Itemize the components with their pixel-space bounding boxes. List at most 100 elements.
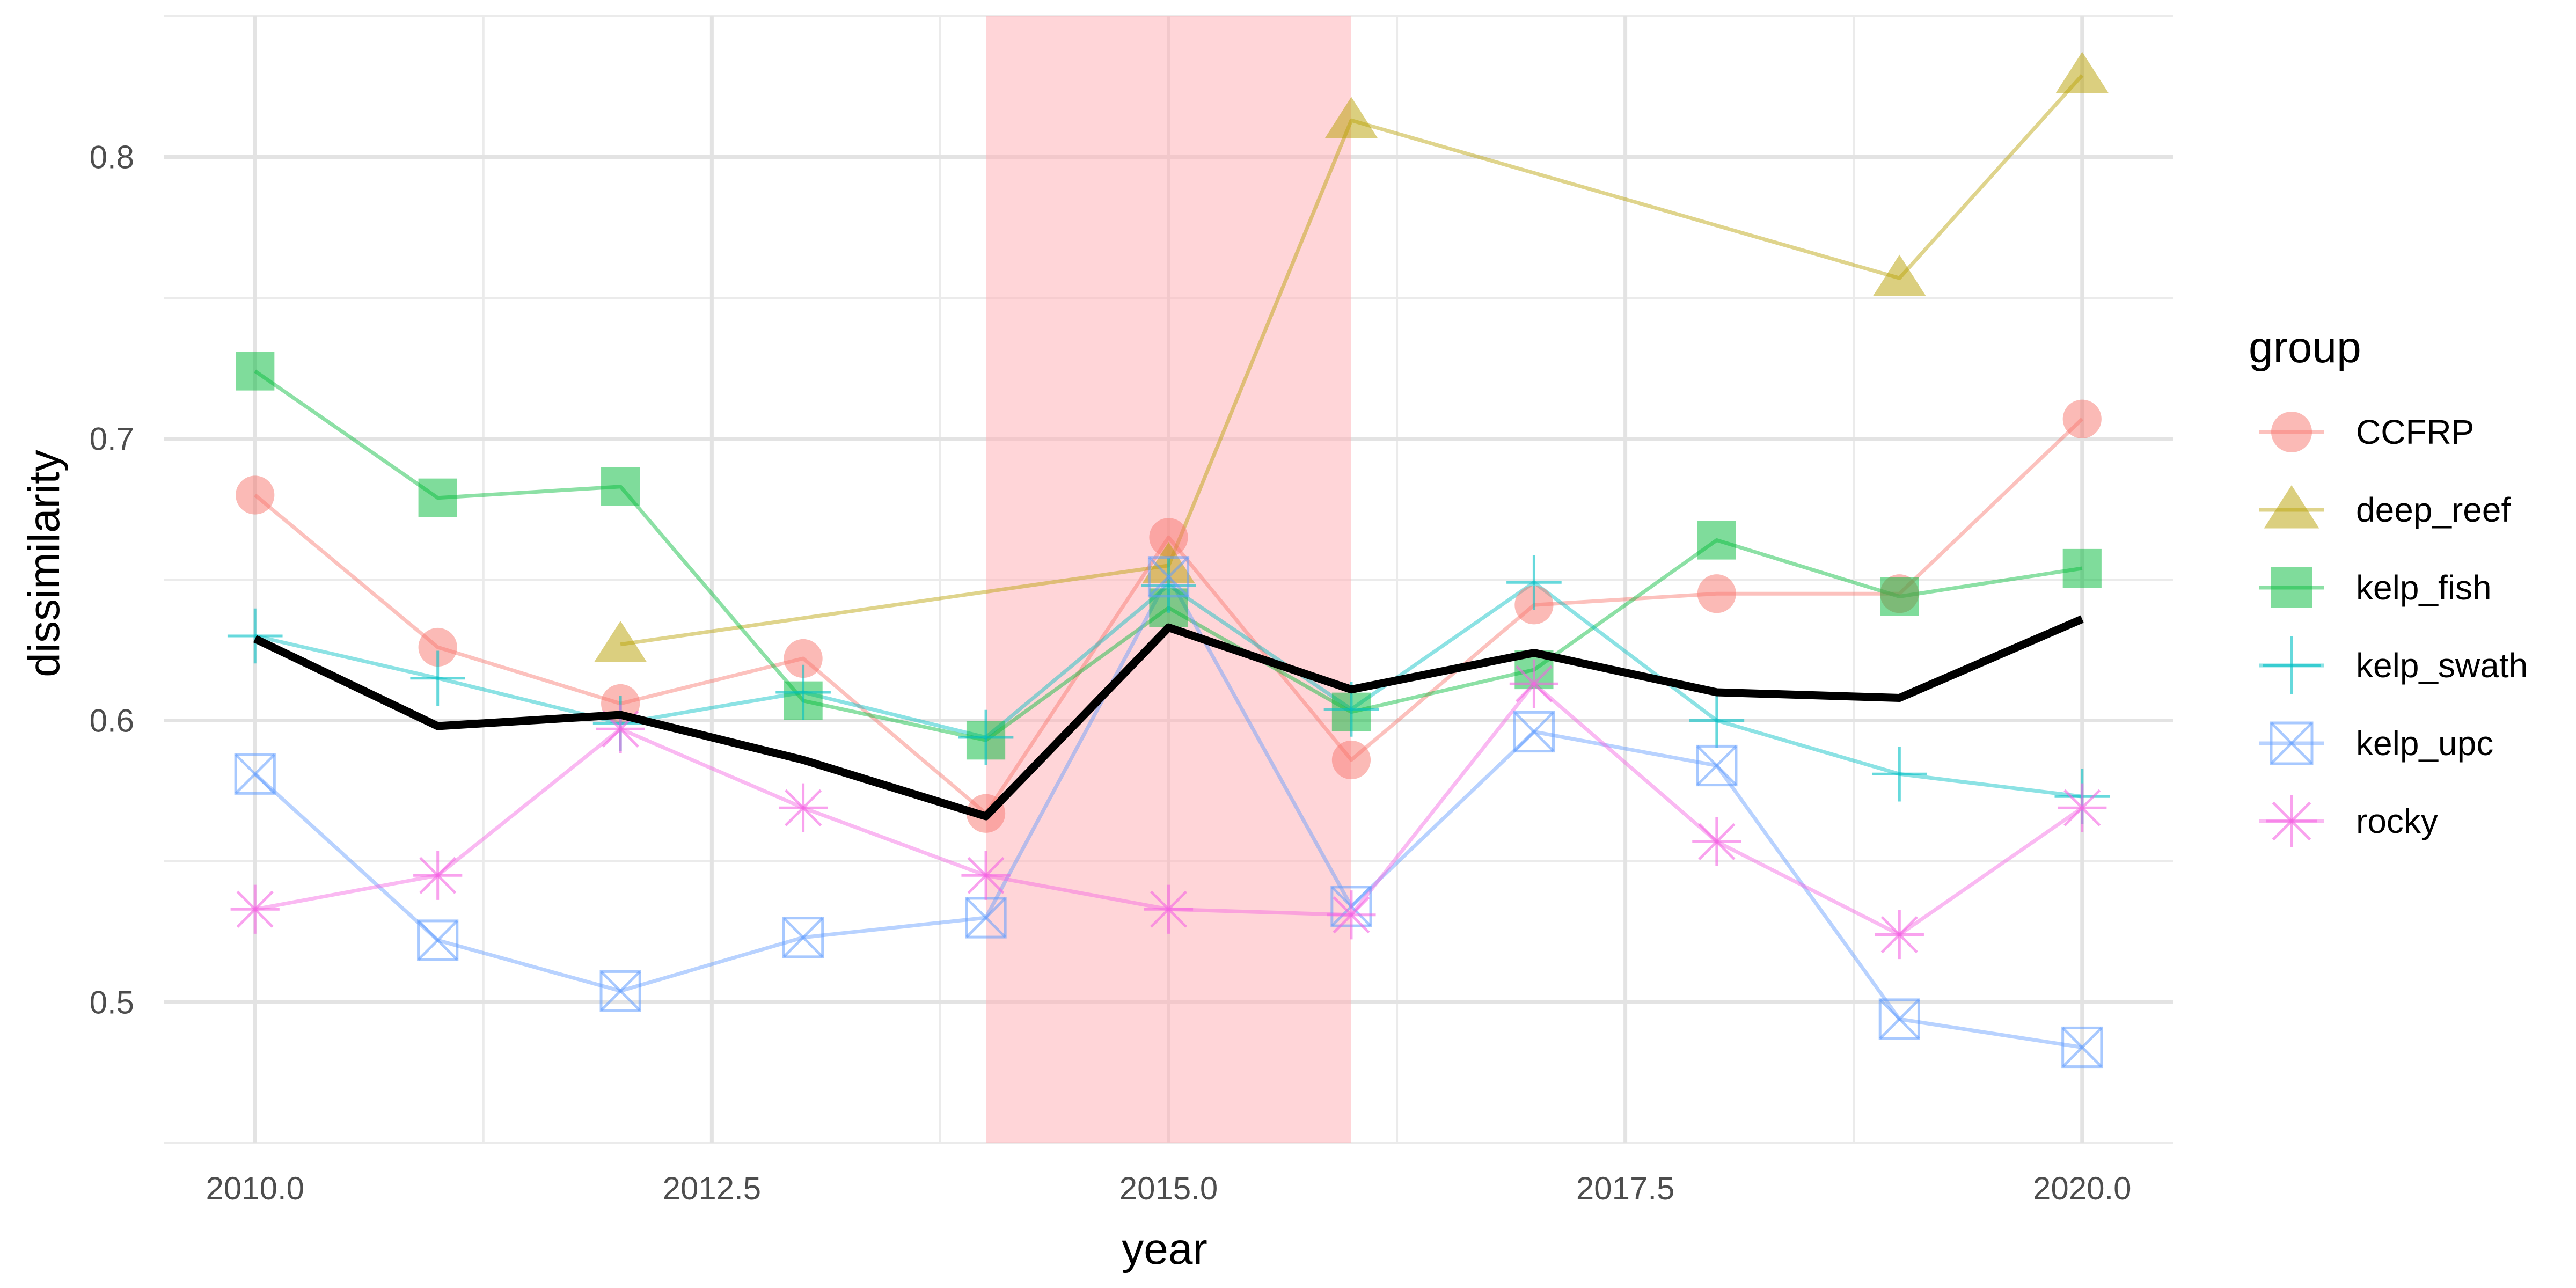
legend-key-marker-shape [2271, 567, 2312, 608]
point-kelp_upc-2010-d2 [235, 753, 276, 795]
y-tick-label: 0.6 [90, 703, 134, 739]
legend-label: kelp_upc [2356, 724, 2493, 763]
legend-key-marker [2264, 485, 2319, 529]
point-deep_reef-2020-shape [2055, 52, 2109, 93]
point-rocky-2019-d2 [1880, 916, 1918, 954]
point-kelp_upc-2010 [234, 753, 276, 795]
point-CCFRP-2020-shape [2062, 399, 2102, 438]
point-kelp_upc-2011 [417, 919, 459, 961]
point-kelp_upc-2010-box [234, 753, 276, 795]
point-CCFRP-2013-shape [784, 639, 823, 678]
point-rocky-2017-d2 [1515, 665, 1553, 702]
x-axis-ticks: 2010.0 2012.5 2015.0 2017.5 2020.0 [206, 1170, 2131, 1206]
point-rocky-2010-d2 [236, 890, 274, 928]
point-CCFRP-2010-shape [236, 475, 275, 515]
point-kelp_upc-2012 [599, 970, 641, 1012]
point-CCFRP-2011 [418, 627, 457, 667]
point-deep_reef-2012-shape [594, 621, 647, 662]
point-kelp_swath-2013 [775, 664, 831, 720]
point-CCFRP-2015 [1149, 518, 1188, 557]
legend-label: deep_reef [2356, 491, 2511, 529]
legend: group CCFRP deep_reef kelp_fish kelp_swathk… [2249, 323, 2528, 847]
point-kelp_upc-2020 [2061, 1026, 2103, 1069]
point-kelp_fish-2010-shape [236, 352, 275, 391]
point-kelp_upc-2017 [1513, 711, 1555, 753]
point-kelp_upc-2019 [1878, 998, 1920, 1040]
point-rocky-2020 [2058, 783, 2107, 832]
legend-label: CCFRP [2356, 413, 2474, 451]
point-kelp_upc-2018-box [1696, 744, 1738, 787]
legend-item-kelp_upc: kelp_upc [2259, 721, 2493, 765]
y-tick-label: 0.7 [90, 421, 134, 457]
point-CCFRP-2016-shape [1331, 740, 1371, 780]
point-kelp_upc-2013 [782, 917, 824, 958]
point-rocky-2016 [1327, 890, 1376, 940]
legend-key-marker-d2 [2272, 801, 2311, 841]
point-deep_reef-2012 [594, 621, 647, 662]
point-kelp_fish-2010 [236, 352, 275, 391]
point-rocky-2011-d2 [419, 857, 457, 894]
legend-item-CCFRP: CCFRP [2259, 412, 2474, 452]
point-kelp_upc-2017-box [1513, 711, 1555, 753]
x-axis-title: year [1122, 1225, 1208, 1274]
point-CCFRP-2018 [1697, 574, 1736, 613]
point-kelp_upc-2015 [1147, 556, 1190, 598]
y-axis-ticks: 0.5 0.6 0.7 0.8 [90, 140, 134, 1021]
point-CCFRP-2010 [236, 475, 275, 515]
point-kelp_upc-2018-d2 [1696, 745, 1737, 786]
point-CCFRP-2016 [1331, 740, 1371, 780]
point-kelp_fish-2012-shape [601, 467, 640, 506]
point-kelp_fish-2019 [1880, 577, 1919, 616]
point-kelp_upc-2020-box [2061, 1026, 2103, 1069]
point-kelp_fish-2012 [601, 467, 640, 506]
point-kelp_swath-2014 [958, 709, 1014, 765]
point-rocky-2018-d2 [1698, 823, 1736, 860]
point-CCFRP-2011-shape [418, 627, 457, 667]
point-kelp_swath-2018 [1689, 693, 1745, 748]
point-kelp_upc-2019-box [1878, 998, 1920, 1040]
point-rocky-2015-d2 [1150, 890, 1188, 928]
legend-title: group [2249, 323, 2361, 372]
legend-key-marker-shape [2271, 412, 2312, 452]
series-points [227, 52, 2110, 1069]
x-tick-label: 2010.0 [206, 1170, 304, 1206]
legend-item-rocky: rocky [2259, 795, 2438, 847]
x-tick-label: 2015.0 [1119, 1170, 1218, 1206]
point-kelp_swath-2011 [410, 650, 465, 706]
point-rocky-2016-d2 [1333, 896, 1370, 934]
point-deep_reef-2019 [1873, 254, 1926, 296]
point-kelp_upc-2012-d2 [600, 970, 641, 1012]
x-tick-label: 2020.0 [2033, 1170, 2132, 1206]
point-CCFRP-2015-shape [1149, 518, 1188, 557]
point-rocky-2011 [413, 851, 463, 900]
point-rocky-2014-d2 [967, 857, 1005, 894]
legend-key-marker [2270, 721, 2314, 765]
point-deep_reef-2019-shape [1873, 254, 1926, 296]
point-kelp_upc-2019-d2 [1879, 999, 1920, 1040]
point-rocky-2018 [1692, 817, 1741, 866]
point-kelp_upc-2015-box [1147, 556, 1190, 598]
point-rocky-2017 [1509, 659, 1559, 708]
point-kelp_upc-2011-d2 [417, 920, 458, 961]
point-kelp_upc-2013-box [782, 917, 824, 958]
point-CCFRP-2013 [784, 639, 823, 678]
point-kelp_upc-2013-d2 [782, 917, 824, 958]
point-kelp_upc-2012-box [599, 970, 641, 1012]
point-CCFRP-2020 [2062, 399, 2102, 438]
point-kelp_upc-2011-box [417, 919, 459, 961]
legend-key-marker [2271, 412, 2312, 452]
point-rocky-2010 [230, 884, 280, 934]
y-tick-label: 0.5 [90, 985, 134, 1021]
y-tick-label: 0.8 [90, 140, 134, 175]
x-tick-label: 2017.5 [1576, 1170, 1675, 1206]
legend-key-marker-box [2270, 721, 2314, 765]
point-kelp_fish-2018 [1697, 521, 1736, 560]
point-kelp_upc-2015-d2 [1148, 556, 1189, 597]
point-kelp_upc-2020-d2 [2061, 1027, 2103, 1068]
x-tick-label: 2012.5 [663, 1170, 762, 1206]
point-rocky-2020-d2 [2063, 789, 2101, 826]
point-kelp_upc-2014-d2 [965, 897, 1006, 938]
legend-item-kelp_fish: kelp_fish [2259, 567, 2492, 608]
point-deep_reef-2016-shape [1325, 97, 1378, 138]
